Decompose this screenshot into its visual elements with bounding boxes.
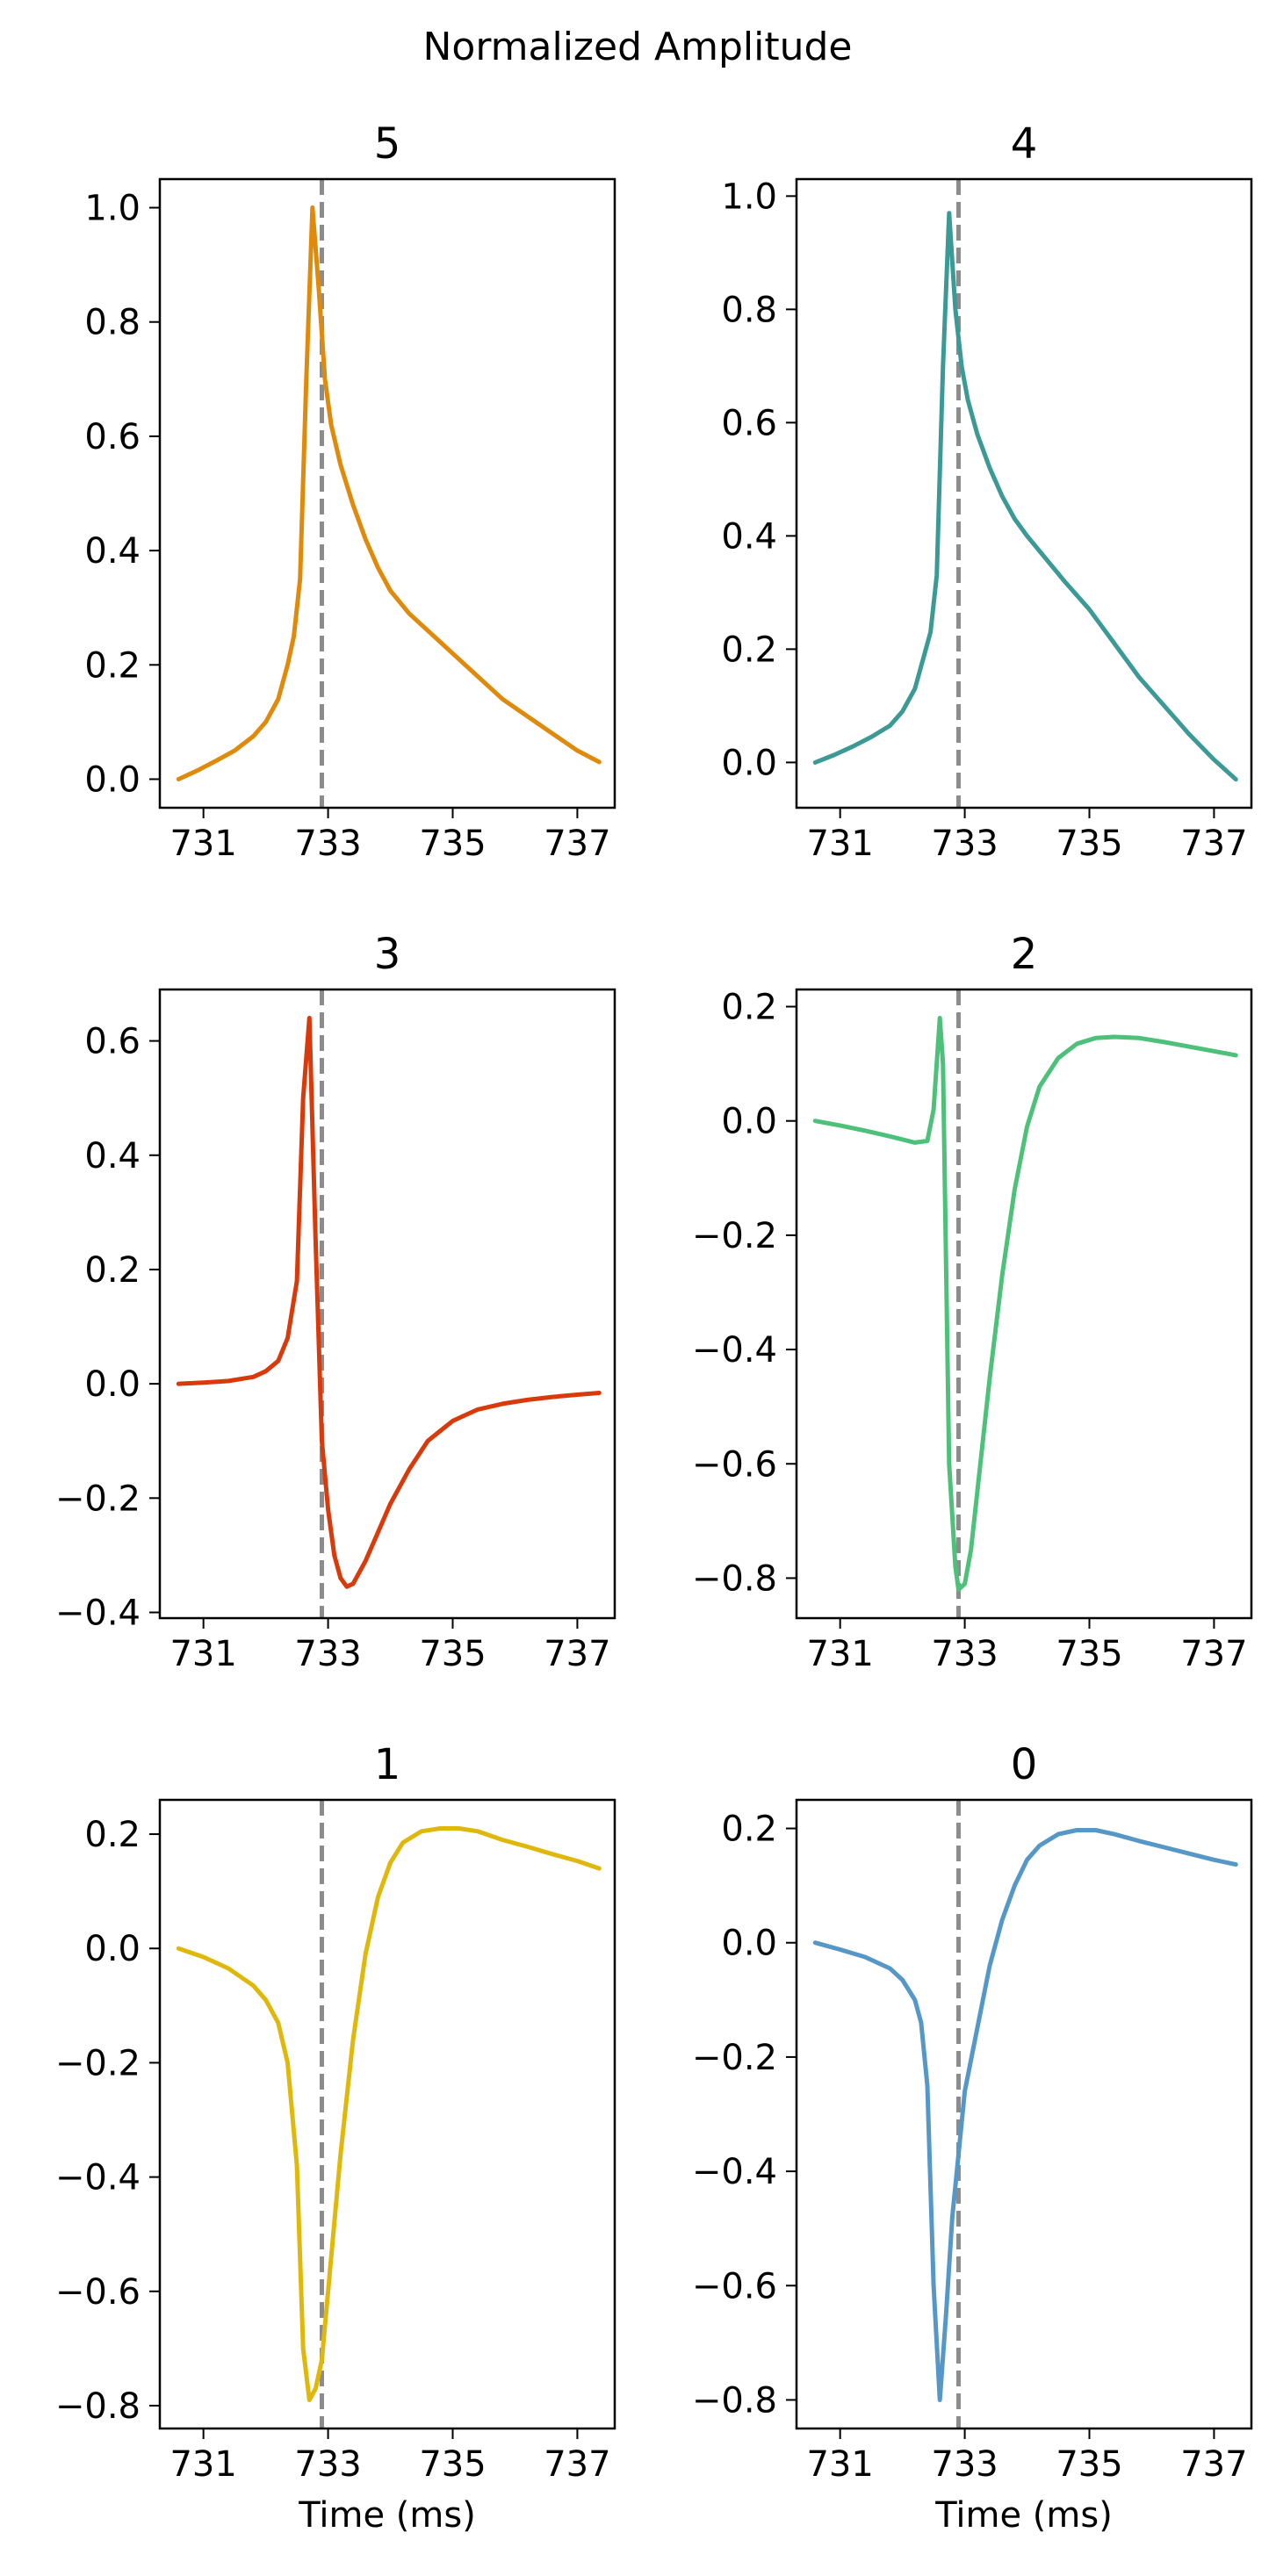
series-line [176,1016,602,1589]
y-tick-label: 0.0 [84,759,141,800]
subplot-title: 2 [1011,930,1038,979]
y-tick-label: 0.2 [84,1815,141,1855]
subplot-title: 1 [374,1740,401,1789]
subplot-4: 4 731 733 735 737 0.0 0.2 0.4 0.6 0.8 1.0 [721,119,1253,864]
y-tick-label: 0.4 [84,1136,141,1176]
y-tick-label: −0.2 [55,1479,141,1519]
series-line [812,1828,1238,2402]
y-tick-label: −0.4 [692,2152,777,2192]
axes-frame [158,988,616,1620]
x-tick-label: 737 [1180,2444,1247,2485]
x-tick-label: 735 [1056,824,1122,864]
y-tick-label: 0.2 [721,630,777,670]
axes-frame [795,1798,1253,2430]
y-tick-label: 0.2 [84,645,141,686]
axes-frame [158,1798,616,2430]
x-tick-label: 737 [544,1634,610,1674]
subplot-5: 5 731 733 735 737 0.0 0.2 0.4 0.6 0.8 1.0 [84,119,616,864]
x-tick-label: 737 [544,2444,610,2485]
y-tick-label: 0.6 [84,1022,141,1062]
y-tick-label: 0.0 [84,1929,141,1969]
y-tick-label: 0.8 [84,303,141,343]
y-tick-label: 0.0 [721,1924,777,1964]
subplot-title: 3 [374,930,401,979]
y-tick-label: 1.0 [721,176,777,217]
x-tick-label: 735 [1056,2444,1122,2485]
series-line [176,205,602,781]
x-tick-label: 737 [1180,824,1247,864]
y-tick-label: −0.4 [692,1330,777,1371]
x-tick-label: 733 [931,2444,998,2485]
subplot-title: 5 [374,119,401,169]
figure-title: Normalized Amplitude [423,25,853,69]
y-tick-label: −0.6 [692,1444,777,1485]
y-tick-label: −0.6 [692,2266,777,2306]
x-tick-label: 735 [419,1634,486,1674]
series-line [812,211,1238,782]
y-tick-label: 1.0 [84,189,141,229]
subplot-2: 2 731 733 735 737 −0.8 −0.6 −0.4 −0.2 0.0 0.2 [692,930,1253,1674]
x-tick-label: 735 [419,2444,486,2485]
y-tick-label: 0.0 [721,1102,777,1142]
x-tick-label: 731 [806,2444,873,2485]
x-tick-label: 731 [169,824,236,864]
y-tick-label: −0.8 [692,1558,777,1599]
y-tick-label: −0.2 [692,1216,777,1256]
subplot-grid: 5 731 733 735 737 0.0 0.2 0.4 0.6 0.8 1.0 4 731 733 73… [55,119,1253,2536]
x-tick-label: 733 [294,2444,361,2485]
axes-frame [795,177,1253,809]
y-tick-label: 0.4 [721,516,777,557]
y-tick-label: −0.2 [55,2043,141,2083]
axes-frame [158,177,616,809]
y-tick-label: 0.4 [84,531,141,572]
x-tick-label: 731 [169,1634,236,1674]
x-tick-label: 733 [931,1634,998,1674]
x-tick-label: 731 [806,824,873,864]
y-tick-label: 0.6 [84,417,141,457]
x-tick-label: 735 [1056,1634,1122,1674]
x-tick-label: 733 [931,824,998,864]
y-tick-label: 0.6 [721,403,777,443]
y-tick-label: 0.8 [721,290,777,330]
y-tick-label: 0.0 [84,1364,141,1405]
x-tick-label: 735 [419,824,486,864]
subplot-title: 0 [1011,1740,1038,1789]
subplot-title: 4 [1011,119,1038,169]
y-tick-label: −0.8 [692,2380,777,2421]
y-tick-label: 0.0 [721,743,777,783]
y-tick-label: 0.2 [84,1250,141,1291]
subplot-1: 1 731 733 735 737 −0.8 −0.6 −0.4 −0.2 0.0 0.2 Time … [55,1740,616,2536]
subplot-0: 0 731 733 735 737 −0.8 −0.6 −0.4 −0.2 0.0 0.2 Time … [692,1740,1253,2536]
axes-frame [795,988,1253,1620]
y-tick-label: 0.2 [721,1810,777,1850]
x-axis-label: Time (ms) [934,2495,1113,2536]
x-tick-label: 733 [294,824,361,864]
x-tick-label: 731 [806,1634,873,1674]
x-tick-label: 737 [1180,1634,1247,1674]
y-tick-label: −0.2 [692,2038,777,2078]
y-tick-label: −0.4 [55,2158,141,2198]
x-tick-label: 731 [169,2444,236,2485]
series-line [176,1826,602,2402]
x-tick-label: 733 [294,1634,361,1674]
series-line [812,1016,1238,1592]
x-axis-label: Time (ms) [298,2495,476,2536]
y-tick-label: −0.4 [55,1593,141,1633]
y-tick-label: 0.2 [721,988,777,1028]
y-tick-label: −0.6 [55,2272,141,2313]
x-tick-label: 737 [544,824,610,864]
subplot-3: 3 731 733 735 737 −0.4 −0.2 0.0 0.2 0.4 0.6 [55,930,616,1674]
y-tick-label: −0.8 [55,2386,141,2427]
